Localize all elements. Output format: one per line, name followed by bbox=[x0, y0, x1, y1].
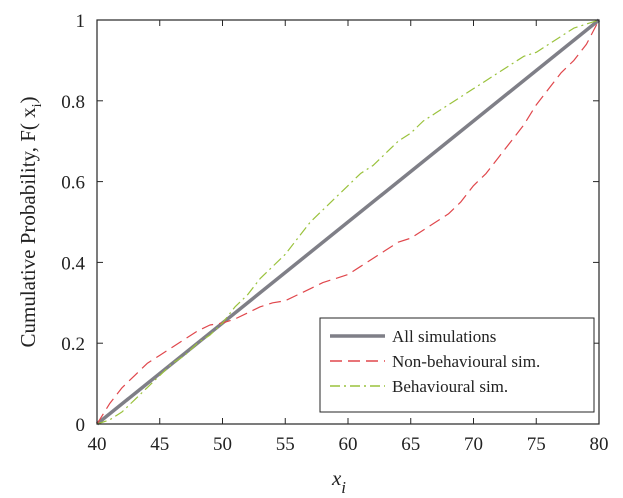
y-tick-label-5: 1 bbox=[76, 11, 86, 32]
x-tick-label-2: 50 bbox=[213, 434, 232, 455]
y-axis-label-main: Cumulative Probability, F( x bbox=[16, 107, 40, 348]
x-axis-label-subscript: i bbox=[341, 478, 346, 497]
x-tick-label-1: 45 bbox=[150, 434, 169, 455]
legend-label-behavioural: Behavioural sim. bbox=[392, 377, 508, 396]
x-tick-label-8: 80 bbox=[590, 434, 609, 455]
legend-box bbox=[319, 317, 595, 413]
x-tick-label-5: 65 bbox=[401, 434, 420, 455]
x-tick-label-0: 40 bbox=[88, 434, 107, 455]
series-line-2 bbox=[96, 19, 600, 425]
y-tick-label-2: 0.4 bbox=[61, 253, 85, 274]
legend-label-all-simulations: All simulations bbox=[392, 327, 496, 346]
y-tick-label-0: 0 bbox=[76, 415, 86, 436]
tick-layer: 40 45 50 55 60 65 70 75 80 0 0.2 0.4 0.6 0.8 1 bbox=[61, 11, 608, 455]
y-axis-label-subscript: i bbox=[30, 103, 45, 107]
legend: All simulations Non-behavioural sim. Beh… bbox=[319, 317, 595, 413]
y-tick-label-3: 0.6 bbox=[61, 173, 85, 194]
y-axis-label-close: ) bbox=[16, 96, 40, 103]
x-tick-label-7: 75 bbox=[527, 434, 546, 455]
series-layer bbox=[95, 18, 601, 426]
y-tick-label-4: 0.8 bbox=[61, 92, 85, 113]
legend-label-non-behavioural: Non-behavioural sim. bbox=[392, 352, 540, 371]
x-tick-label-4: 60 bbox=[339, 434, 358, 455]
x-tick-label-3: 55 bbox=[276, 434, 295, 455]
x-tick-label-6: 70 bbox=[464, 434, 483, 455]
series-line-1 bbox=[96, 19, 600, 425]
y-axis-label: Cumulative Probability, F( xi) bbox=[16, 96, 45, 347]
series-line-0 bbox=[95, 18, 601, 426]
x-axis-label-main: x bbox=[331, 466, 342, 490]
x-axis-label: xi bbox=[331, 466, 346, 497]
y-tick-label-1: 0.2 bbox=[61, 334, 85, 355]
